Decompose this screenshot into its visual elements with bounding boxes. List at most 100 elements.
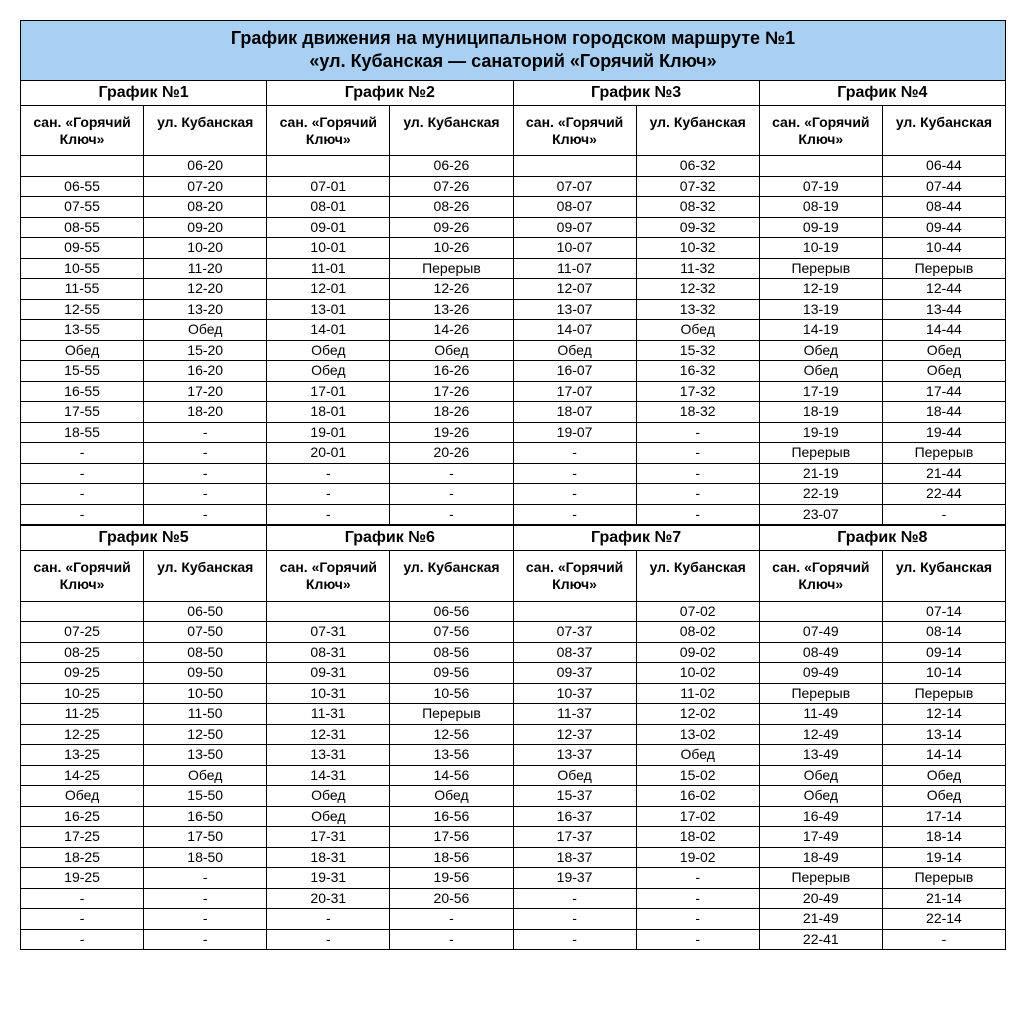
- time-cell: 08-55: [21, 218, 144, 238]
- table-row: 12-1912-44: [760, 279, 1005, 300]
- schedule-title: График движения на муниципальном городск…: [21, 21, 1005, 81]
- time-cell: 09-55: [21, 238, 144, 258]
- column-header-stop1: сан. «Горячий Ключ»: [514, 106, 637, 156]
- time-cell: -: [144, 930, 266, 950]
- time-cell: 12-19: [760, 279, 883, 299]
- table-row: 17-1917-44: [760, 382, 1005, 403]
- table-row: ОбедОбед: [760, 361, 1005, 382]
- time-cell: 21-49: [760, 909, 883, 929]
- table-row: 07-2507-50: [21, 622, 266, 643]
- table-row: 18-3118-56: [267, 848, 512, 869]
- time-cell: 15-02: [637, 766, 759, 786]
- time-cell: Обед: [21, 341, 144, 361]
- time-cell: [267, 602, 390, 622]
- table-row: 19-37-: [514, 868, 759, 889]
- time-cell: 10-14: [883, 663, 1005, 683]
- time-cell: 23-07: [760, 505, 883, 525]
- column-header-stop1: сан. «Горячий Ключ»: [760, 551, 883, 601]
- time-cell: 12-44: [883, 279, 1005, 299]
- time-cell: 12-56: [390, 725, 512, 745]
- time-cell: 08-56: [390, 643, 512, 663]
- time-cell: 10-20: [144, 238, 266, 258]
- table-row: 13-55Обед: [21, 320, 266, 341]
- column-header-stop2: ул. Кубанская: [637, 551, 759, 601]
- time-cell: 14-19: [760, 320, 883, 340]
- table-row: Обед16-26: [267, 361, 512, 382]
- table-row: ОбедОбед: [760, 786, 1005, 807]
- time-cell: 12-25: [21, 725, 144, 745]
- time-cell: 08-32: [637, 197, 759, 217]
- table-row: 08-3108-56: [267, 643, 512, 664]
- time-cell: 12-26: [390, 279, 512, 299]
- table-row: --: [514, 930, 759, 950]
- time-cell: 13-26: [390, 300, 512, 320]
- time-cell: 17-07: [514, 382, 637, 402]
- time-cell: 07-32: [637, 177, 759, 197]
- time-cell: 13-50: [144, 745, 266, 765]
- graph-header: График №8: [760, 526, 1005, 551]
- time-cell: 18-32: [637, 402, 759, 422]
- table-row: 18-0118-26: [267, 402, 512, 423]
- graph-column: График №8сан. «Горячий Ключ»ул. Кубанска…: [760, 526, 1005, 949]
- time-cell: 09-31: [267, 663, 390, 683]
- graph-column: График №3сан. «Горячий Ключ»ул. Кубанска…: [514, 81, 760, 525]
- graph-header: График №3: [514, 81, 759, 106]
- time-cell: 12-37: [514, 725, 637, 745]
- time-cell: 14-14: [883, 745, 1005, 765]
- table-row: 06-5507-20: [21, 177, 266, 198]
- column-header-stop2: ул. Кубанская: [883, 106, 1005, 156]
- table-row: 17-3718-02: [514, 827, 759, 848]
- time-cell: 09-50: [144, 663, 266, 683]
- time-cell: 11-20: [144, 259, 266, 279]
- table-row: 16-3717-02: [514, 807, 759, 828]
- table-row: 18-0718-32: [514, 402, 759, 423]
- table-row: 13-3113-56: [267, 745, 512, 766]
- time-cell: 14-44: [883, 320, 1005, 340]
- time-cell: 19-02: [637, 848, 759, 868]
- time-cell: 12-14: [883, 704, 1005, 724]
- time-cell: 10-56: [390, 684, 512, 704]
- table-row: 18-55-: [21, 423, 266, 444]
- time-cell: 06-20: [144, 156, 266, 176]
- graph-header: График №1: [21, 81, 266, 106]
- time-cell: 19-44: [883, 423, 1005, 443]
- time-cell: 18-44: [883, 402, 1005, 422]
- time-cell: 13-14: [883, 725, 1005, 745]
- table-row: 10-3110-56: [267, 684, 512, 705]
- time-cell: 08-37: [514, 643, 637, 663]
- time-cell: 19-37: [514, 868, 637, 888]
- time-cell: 09-37: [514, 663, 637, 683]
- table-row: 12-3713-02: [514, 725, 759, 746]
- graph-column: График №2сан. «Горячий Ключ»ул. Кубанска…: [267, 81, 513, 525]
- table-row: --: [267, 464, 512, 485]
- time-cell: 18-49: [760, 848, 883, 868]
- time-cell: 21-14: [883, 889, 1005, 909]
- table-row: --: [514, 484, 759, 505]
- time-cell: 18-37: [514, 848, 637, 868]
- time-cell: -: [637, 423, 759, 443]
- time-cell: Перерыв: [390, 704, 512, 724]
- table-row: 13-2513-50: [21, 745, 266, 766]
- time-cell: 17-44: [883, 382, 1005, 402]
- time-cell: [514, 602, 637, 622]
- time-cell: 10-07: [514, 238, 637, 258]
- table-row: 19-1919-44: [760, 423, 1005, 444]
- table-row: 20-3120-56: [267, 889, 512, 910]
- time-cell: 18-20: [144, 402, 266, 422]
- time-cell: -: [883, 930, 1005, 950]
- time-cell: 14-25: [21, 766, 144, 786]
- time-cell: -: [390, 909, 512, 929]
- time-cell: 13-44: [883, 300, 1005, 320]
- table-row: ПерерывПерерыв: [760, 684, 1005, 705]
- column-header-stop2: ул. Кубанская: [144, 106, 266, 156]
- table-row: 10-5511-20: [21, 259, 266, 280]
- time-cell: 16-02: [637, 786, 759, 806]
- time-cell: -: [514, 505, 637, 525]
- time-cell: -: [21, 443, 144, 463]
- table-row: 07-02: [514, 602, 759, 623]
- time-cell: -: [390, 930, 512, 950]
- time-cell: Обед: [390, 786, 512, 806]
- time-cell: 17-14: [883, 807, 1005, 827]
- time-cell: -: [144, 464, 266, 484]
- table-row: --: [21, 505, 266, 525]
